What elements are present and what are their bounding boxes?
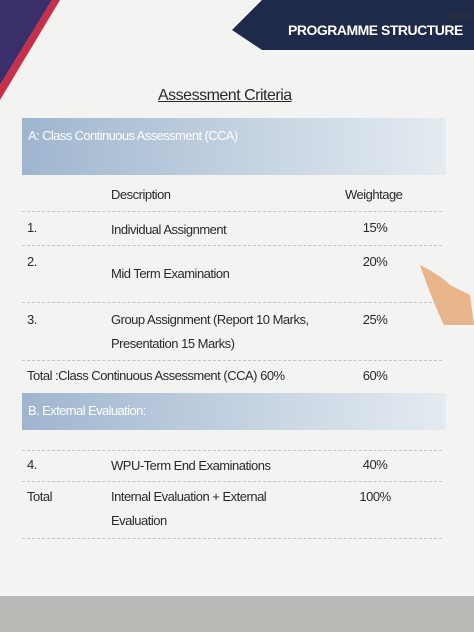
weightage: 25% bbox=[362, 312, 388, 327]
description: WPU-Term End Examinations bbox=[111, 458, 271, 473]
row-divider bbox=[22, 245, 442, 246]
banner: PROGRAMME STRUCTURE bbox=[288, 22, 463, 38]
row-number: Total bbox=[27, 489, 52, 504]
row-number: 3. bbox=[27, 312, 37, 327]
column-header: Weightage bbox=[345, 187, 403, 202]
weightage: 20% bbox=[362, 254, 388, 269]
row-number: 2. bbox=[27, 254, 37, 269]
description: Mid Term Examination bbox=[111, 266, 230, 281]
weightage: 60% bbox=[362, 368, 388, 383]
row-divider bbox=[22, 302, 442, 303]
weightage: 100% bbox=[359, 489, 391, 504]
row-divider bbox=[22, 360, 442, 361]
row-number: 1. bbox=[27, 220, 37, 235]
description: Internal Evaluation + External Evaluatio… bbox=[111, 489, 267, 528]
row-divider bbox=[22, 481, 442, 482]
section-heading: A: Class Continuous Assessment (CCA) bbox=[28, 128, 238, 143]
weightage: 40% bbox=[362, 457, 388, 472]
section-band: B. External Evaluation: bbox=[22, 393, 446, 430]
description: Group Assignment (Report 10 Marks, Prese… bbox=[111, 312, 309, 351]
total-label: Total :Class Continuous Assessment (CCA)… bbox=[27, 368, 285, 383]
row-divider bbox=[22, 450, 442, 451]
column-header: Description bbox=[111, 187, 171, 202]
section-band: A: Class Continuous Assessment (CCA) bbox=[22, 118, 446, 175]
row-divider bbox=[22, 211, 442, 212]
description: Individual Assignment bbox=[111, 222, 227, 237]
row-number: 4. bbox=[27, 457, 37, 472]
weightage: 15% bbox=[362, 220, 388, 235]
row-divider bbox=[22, 538, 442, 539]
code: 4895 bbox=[448, 12, 471, 24]
section-heading: B. External Evaluation: bbox=[28, 403, 146, 418]
title: Assessment Criteria bbox=[158, 87, 292, 104]
